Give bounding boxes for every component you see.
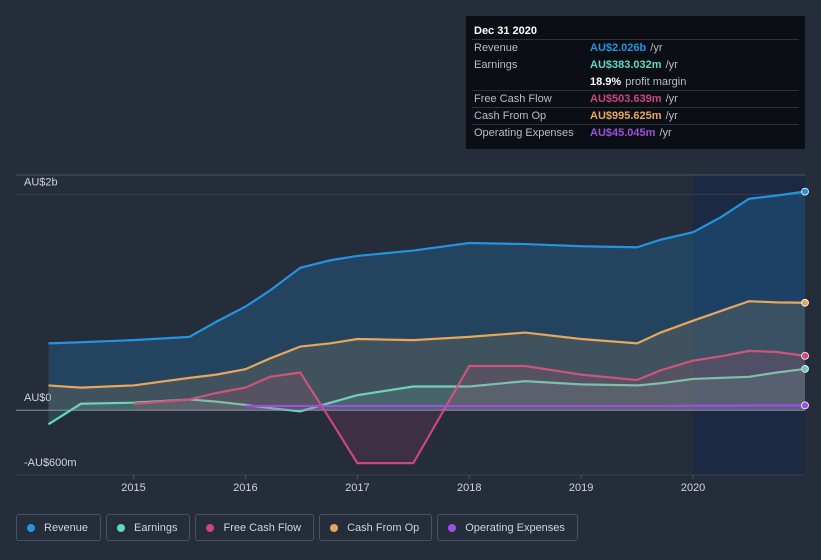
legend-dot [117, 523, 126, 532]
tooltip-label: Cash From Op [474, 110, 546, 122]
tooltip-label: Operating Expenses [474, 127, 574, 139]
tooltip-unit: /yr [659, 127, 672, 139]
x-tick-label: 2019 [569, 482, 593, 494]
legend-item[interactable]: Free Cash Flow [195, 514, 315, 541]
tooltip-value: AU$2.026b [590, 42, 647, 54]
legend-label: Operating Expenses [465, 521, 565, 534]
series-line [48, 190, 806, 345]
y-tick-label: AU$0 [24, 392, 52, 404]
x-tick-label: 2020 [681, 482, 705, 494]
legend: Revenue Earnings Free Cash Flow Cash From O… [16, 514, 578, 541]
series-line [48, 300, 806, 389]
end-point [801, 187, 809, 196]
tooltip-value: AU$45.045m [590, 127, 656, 139]
series-area [48, 301, 805, 411]
legend-item[interactable]: Earnings [106, 514, 191, 541]
legend-item[interactable]: Revenue [16, 514, 102, 541]
tooltip-unit: /yr [666, 59, 679, 71]
legend-label: Free Cash Flow [223, 521, 302, 534]
tooltip-label: Revenue [474, 42, 518, 54]
tooltip: Dec 31 2020 Revenue AU$2.026b/yr Earnings AU… [466, 16, 805, 149]
y-tick-label: -AU$600m [24, 457, 77, 469]
legend-label: Revenue [44, 521, 89, 534]
end-point [801, 365, 809, 373]
x-tick-label: 2016 [233, 482, 257, 494]
end-point [801, 298, 809, 307]
tooltip-value: 18.9% [590, 76, 621, 88]
x-tick-label: 2017 [345, 482, 369, 494]
highlight-region [693, 175, 805, 475]
x-tick-label: 2018 [457, 482, 481, 494]
legend-label: Cash From Op [347, 521, 420, 534]
legend-dot [330, 523, 339, 532]
tooltip-unit: /yr [666, 110, 679, 122]
legend-dot [448, 523, 457, 532]
tooltip-value: AU$503.639m [590, 93, 662, 105]
legend-item[interactable]: Operating Expenses [437, 514, 578, 541]
tooltip-value: AU$995.625m [590, 110, 662, 122]
series-area [48, 191, 805, 411]
tooltip-unit: /yr [666, 93, 679, 105]
end-point [801, 351, 809, 360]
legend-item[interactable]: Cash From Op [319, 514, 433, 541]
chart: AU$2b AU$0 -AU$600m 2015 2016 2017 2018 2019 202… [16, 16, 809, 494]
tooltip-box [466, 16, 805, 149]
legend-label: Earnings [134, 521, 178, 534]
tooltip-label: Earnings [474, 59, 518, 71]
tooltip-title: Dec 31 2020 [474, 25, 537, 37]
tooltip-value: AU$383.032m [590, 59, 662, 71]
tooltip-unit: profit margin [625, 76, 686, 88]
end-point [801, 401, 809, 410]
series-line [245, 404, 805, 408]
legend-dot [206, 523, 215, 532]
series-line [133, 349, 806, 465]
legend-dot [27, 523, 35, 532]
x-tick-label: 2015 [121, 482, 145, 494]
tooltip-label: Free Cash Flow [474, 93, 552, 105]
series-area [48, 368, 805, 425]
tooltip-unit: /yr [650, 42, 663, 54]
series-line [47, 367, 806, 426]
y-tick-label: AU$2b [24, 176, 58, 188]
